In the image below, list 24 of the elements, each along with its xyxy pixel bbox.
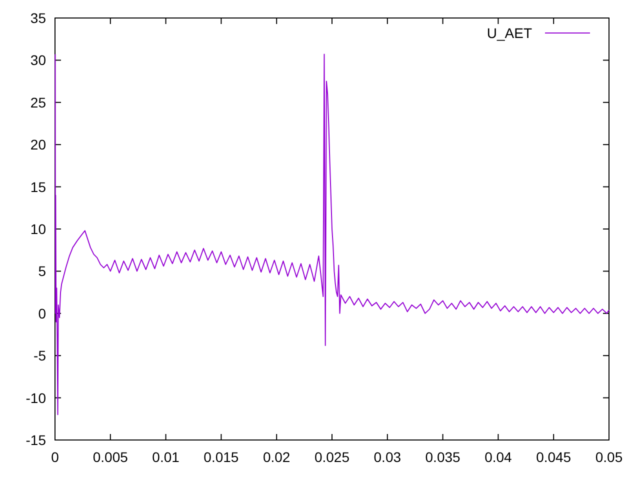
y-tick-label: -10 <box>26 390 46 406</box>
y-tick-label: 25 <box>30 94 46 110</box>
y-tick-label: 10 <box>30 221 46 237</box>
y-tick-label: 30 <box>30 52 46 68</box>
x-tick-label: 0.015 <box>204 449 239 465</box>
x-tick-label: 0 <box>51 449 60 465</box>
y-tick-label: -15 <box>26 432 46 448</box>
y-tick-label: -5 <box>34 348 46 364</box>
y-tick-label: 35 <box>30 10 46 26</box>
x-tick-label: 0.02 <box>262 449 290 465</box>
legend-label: U_AET <box>486 25 532 41</box>
x-tick-label: 0.05 <box>595 449 623 465</box>
y-tick-label: 20 <box>30 136 46 153</box>
x-tick-label: 0.005 <box>92 449 128 465</box>
line-series <box>54 54 610 416</box>
y-tick-label: 15 <box>30 178 46 195</box>
x-tick-label: 0.01 <box>152 449 180 465</box>
y-tick-label: 5 <box>38 263 46 280</box>
y-tick-label: 0 <box>38 305 46 322</box>
x-tick-label: 0.03 <box>374 449 402 465</box>
x-tick-label: 0.035 <box>425 449 461 465</box>
x-tick-label: 0.04 <box>484 449 512 465</box>
x-tick-label: 0.025 <box>314 449 350 465</box>
x-tick-label: 0.045 <box>536 449 572 465</box>
